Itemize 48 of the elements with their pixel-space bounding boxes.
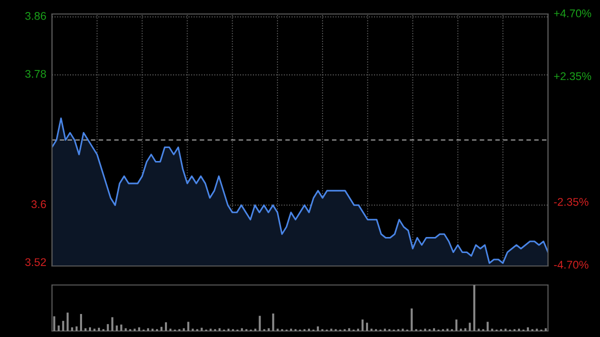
bar xyxy=(116,325,118,331)
bar xyxy=(348,328,350,331)
bar xyxy=(200,328,203,331)
bar xyxy=(120,324,122,331)
bar xyxy=(76,326,78,331)
bar xyxy=(182,328,185,331)
bar xyxy=(160,326,162,331)
y2-tick-label: +2.35% xyxy=(554,72,592,80)
bar xyxy=(98,328,100,331)
bar xyxy=(218,328,221,331)
bar xyxy=(66,312,69,331)
bar xyxy=(84,328,87,331)
bar xyxy=(71,327,74,331)
bar xyxy=(138,327,140,331)
bar xyxy=(544,328,547,331)
bar xyxy=(410,308,413,331)
bar xyxy=(526,327,529,331)
bar xyxy=(486,322,489,331)
bar xyxy=(366,322,368,331)
bar xyxy=(187,322,190,331)
bar xyxy=(124,328,127,331)
y2-tick-label: +4.70% xyxy=(554,9,592,18)
bar xyxy=(111,317,114,331)
bar xyxy=(258,316,261,331)
bar xyxy=(433,328,436,331)
bar xyxy=(80,314,82,331)
bar xyxy=(106,324,109,331)
bar xyxy=(473,285,476,331)
y-tick-label: 3.52 xyxy=(25,258,46,266)
y2-tick-label: -2.35% xyxy=(554,198,588,206)
bar xyxy=(164,322,167,331)
y-tick-label: 3.78 xyxy=(25,70,46,78)
bar xyxy=(316,326,319,331)
bar xyxy=(88,327,91,331)
bar xyxy=(272,314,274,331)
bar xyxy=(147,328,150,331)
bar xyxy=(362,320,364,331)
y-tick-label: 3.6 xyxy=(31,200,46,208)
bar xyxy=(268,328,270,331)
bar xyxy=(62,320,64,331)
bar xyxy=(464,328,466,331)
bar xyxy=(468,322,471,331)
y2-tick-label: -4.70% xyxy=(554,260,588,269)
bar xyxy=(58,325,60,331)
bar xyxy=(53,316,56,331)
y-tick-label: 3.86 xyxy=(25,12,46,20)
bar xyxy=(455,320,458,331)
bar xyxy=(240,328,243,331)
